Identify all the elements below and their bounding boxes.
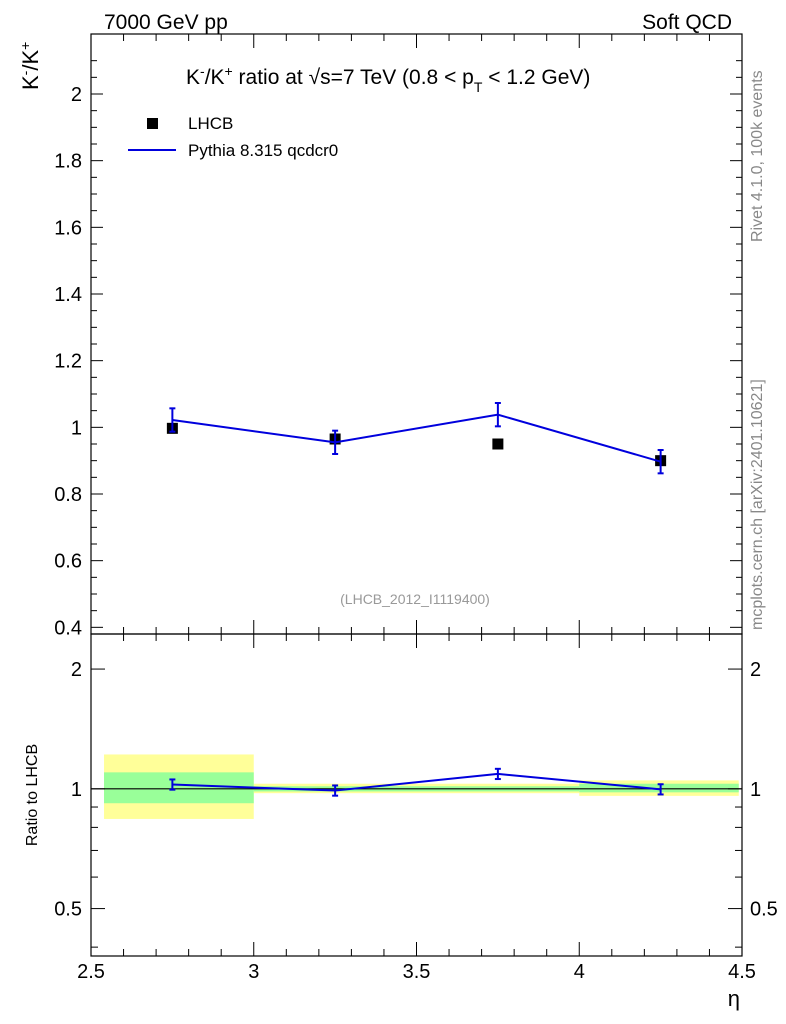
x-tick-label: 3.5 (403, 961, 431, 983)
main-y-tick-label: 1 (71, 417, 82, 439)
header-left: 7000 GeV pp (104, 11, 228, 34)
main-y-tick-label: 0.4 (54, 617, 82, 639)
header-right: Soft QCD (642, 11, 732, 34)
main-y-axis: 0.4 0.6 0.8 1 1.2 1.4 1.6 1.8 2 (54, 60, 742, 639)
ratio-y-tick-label-right: 0.5 (750, 899, 778, 921)
ratio-y-tick-label: 1 (71, 779, 82, 801)
ratio-y-label: Ratio to LHCB (24, 744, 41, 846)
mcplots-label: mcplots.cern.ch [arXiv:2401.10621] (749, 379, 766, 630)
legend: LHCB Pythia 8.315 qcdcr0 (128, 114, 338, 160)
ratio-data (91, 767, 742, 797)
x-axis-label: η (728, 986, 740, 1011)
main-panel: 0.4 0.6 0.8 1 1.2 1.4 1.6 1.8 2 K-/K+ K-/K+ rati… (17, 33, 743, 639)
ratio-line-pythia (172, 772, 661, 792)
ratio-y-tick-label-right: 1 (750, 779, 761, 801)
chart-title: K-/K+ ratio at √s=7 TeV (0.8 < pT < 1.2 … (186, 63, 590, 95)
green-band (104, 772, 254, 804)
main-y-tick-label: 1.8 (54, 151, 82, 173)
x-tick-label: 3 (248, 961, 259, 983)
main-y-tick-label: 1.2 (54, 351, 82, 373)
main-y-tick-label: 1.6 (54, 217, 82, 239)
x-tick-label: 2.5 (77, 961, 105, 983)
main-x-ticks (90, 34, 743, 634)
ratio-bands (104, 754, 739, 819)
main-y-tick-label: 2 (71, 84, 82, 106)
main-data (166, 402, 667, 475)
pythia-line (172, 413, 661, 463)
main-y-tick-label: 0.6 (54, 551, 82, 573)
legend-label-lhcb: LHCB (188, 114, 233, 133)
ratio-panel: 0.5 0.5 1 1 2 2 2.5 3 3.5 4 4.5 Ratio to LHCB (24, 633, 778, 983)
ratio-y-tick-label: 2 (71, 659, 82, 681)
main-y-label: K-/K+ (17, 42, 43, 90)
legend-marker-lhcb (147, 118, 158, 129)
rivet-label: Rivet 4.1.0, 100k events (749, 70, 766, 242)
x-tick-label: 4 (574, 961, 585, 983)
main-y-tick-label: 1.4 (54, 284, 82, 306)
green-band (579, 783, 739, 793)
lhcb-point (492, 438, 504, 450)
ratio-y-tick-label: 0.5 (54, 899, 82, 921)
analysis-label: (LHCB_2012_I1119400) (340, 591, 490, 607)
ratio-x-axis: 2.5 3 3.5 4 4.5 (77, 634, 756, 983)
main-y-tick-label: 0.8 (54, 484, 82, 506)
ratio-y-tick-label-right: 2 (750, 659, 761, 681)
x-tick-label: 4.5 (728, 961, 756, 983)
legend-label-pythia: Pythia 8.315 qcdcr0 (188, 141, 338, 160)
